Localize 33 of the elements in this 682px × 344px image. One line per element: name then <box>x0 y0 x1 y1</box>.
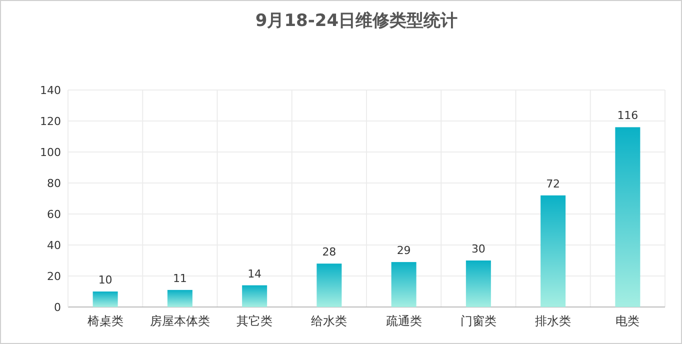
data-label: 29 <box>396 244 411 258</box>
bar <box>466 260 491 307</box>
x-tick-label: 房屋本体类 <box>150 314 210 328</box>
y-tick-label: 0 <box>54 301 61 314</box>
bar <box>540 195 566 307</box>
x-tick-label: 给水类 <box>311 314 348 328</box>
bar <box>92 292 118 307</box>
y-tick-label: 40 <box>47 239 61 252</box>
data-label: 116 <box>617 109 638 122</box>
x-tick-label: 疏通类 <box>386 314 422 328</box>
data-label: 28 <box>322 246 336 259</box>
x-tick-label: 椅桌类 <box>87 314 124 328</box>
data-label: 30 <box>471 242 486 256</box>
data-label: 11 <box>172 272 187 285</box>
x-tick-label: 排水类 <box>535 314 572 328</box>
y-tick-label: 120 <box>40 115 61 128</box>
y-tick-label: 80 <box>47 177 61 190</box>
y-tick-label: 20 <box>47 270 61 283</box>
y-tick-label: 140 <box>40 84 61 97</box>
data-label: 72 <box>546 177 560 190</box>
bar <box>242 285 268 307</box>
bar <box>615 127 640 307</box>
data-label: 10 <box>98 274 112 286</box>
bar <box>316 264 342 307</box>
x-tick-label: 电类 <box>616 314 640 328</box>
y-tick-label: 60 <box>47 208 61 221</box>
x-tick-label: 其它类 <box>236 314 273 328</box>
data-label: 14 <box>248 267 262 280</box>
x-tick-label: 门窗类 <box>460 314 496 328</box>
bar <box>391 262 416 307</box>
chart-title: 9月18-24日维修类型统计 <box>255 11 458 31</box>
y-tick-label: 100 <box>40 146 61 159</box>
bar <box>167 290 192 307</box>
